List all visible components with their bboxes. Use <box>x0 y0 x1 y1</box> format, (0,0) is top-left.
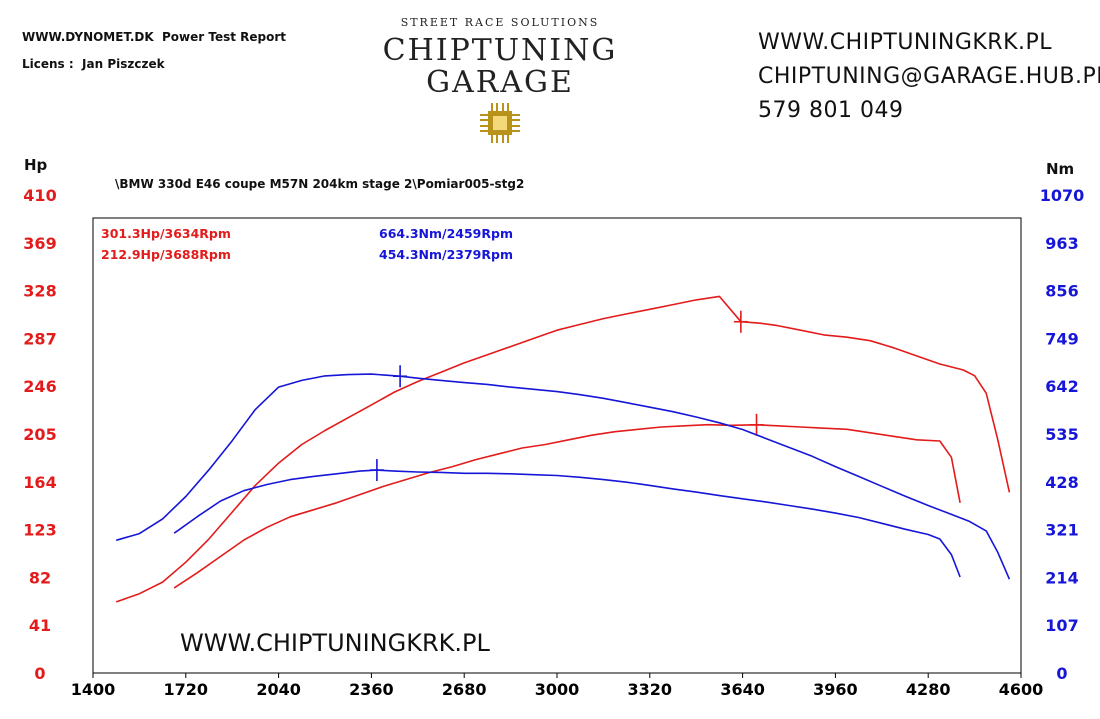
peak-power-stock: 212.9Hp/3688Rpm <box>101 247 231 262</box>
y-right-tick-label: 963 <box>1045 234 1078 253</box>
y-right-tick-label: 214 <box>1045 568 1078 587</box>
y-right-tick-label: 0 <box>1056 664 1067 683</box>
y-right-tick-label: 535 <box>1045 425 1078 444</box>
y-left-tick-label: 287 <box>23 329 56 348</box>
line-torque-stock <box>173 469 961 578</box>
series-layer <box>115 295 1011 603</box>
line-power-tuned <box>115 295 1011 603</box>
x-tick-label: 2680 <box>442 680 487 699</box>
y-right-tick-label: 856 <box>1045 282 1078 301</box>
x-tick-label: 3960 <box>813 680 858 699</box>
logo-line1: CHIPTUNING <box>382 33 618 68</box>
y-right-unit: Nm <box>1046 160 1075 178</box>
logo-tagline: STREET RACE SOLUTIONS <box>400 16 600 29</box>
x-tick-label: 3320 <box>628 680 673 699</box>
y-left-tick-label: 82 <box>29 568 51 587</box>
garage-logo: STREET RACE SOLUTIONS CHIPTUNING GARAGE <box>380 16 620 149</box>
peak-power-tuned: 301.3Hp/3634Rpm <box>101 226 231 241</box>
y-left-tick-label: 0 <box>34 664 45 683</box>
y-left-tick-label: 123 <box>23 521 56 540</box>
y-left-tick-label: 246 <box>23 377 56 396</box>
line-power-stock <box>173 423 961 589</box>
tick-layer: 1400 1720 2040 2360 2680 3000 3320 3640 3960 4280… <box>23 186 1084 699</box>
license-label: Licens : <box>22 57 74 71</box>
y-left-tick-label: 328 <box>23 282 56 301</box>
x-tick-label: 2360 <box>349 680 394 699</box>
y-left-tick-label: 369 <box>23 234 56 253</box>
y-right-tick-label: 321 <box>1045 521 1078 540</box>
contact-website: WWW.CHIPTUNINGKRK.PL <box>758 30 1053 55</box>
site-name: WWW.DYNOMET.DK <box>22 30 154 44</box>
plot-frame <box>92 217 1022 674</box>
contact-phone: 579 801 049 <box>758 98 904 123</box>
chip-icon <box>480 103 520 143</box>
x-tick-label: 4280 <box>906 680 951 699</box>
y-right-tick-label: 107 <box>1045 616 1078 635</box>
y-left-tick-label: 410 <box>23 186 56 205</box>
y-left-tick-label: 164 <box>23 473 56 492</box>
peak-torque-stock: 454.3Nm/2379Rpm <box>379 247 513 262</box>
chart-watermark: WWW.CHIPTUNINGKRK.PL <box>162 617 490 669</box>
x-tick-label: 1400 <box>71 680 116 699</box>
y-left-tick-label: 205 <box>23 425 56 444</box>
chart-title: \BMW 330d E46 coupe M57N 204km stage 2\P… <box>115 177 525 191</box>
y-left-tick-label: 41 <box>29 616 51 635</box>
report-title: Power Test Report <box>162 30 287 44</box>
x-tick-label: 3640 <box>720 680 765 699</box>
logo-line2: GARAGE <box>426 65 574 100</box>
y-right-tick-label: 1070 <box>1040 186 1085 205</box>
y-left-unit: Hp <box>24 156 48 174</box>
y-right-tick-label: 749 <box>1045 329 1078 348</box>
license-line: Licens : Jan Piszczek <box>22 57 165 71</box>
peak-torque-tuned: 664.3Nm/2459Rpm <box>379 226 513 241</box>
x-tick-label: 1720 <box>164 680 209 699</box>
x-tick-label: 4600 <box>999 680 1044 699</box>
x-tick-label: 3000 <box>535 680 580 699</box>
y-right-tick-label: 428 <box>1045 473 1078 492</box>
line-torque-tuned <box>115 373 1011 580</box>
contact-email: CHIPTUNING@GARAGE.HUB.PL <box>758 64 1100 89</box>
report-header: WWW.DYNOMET.DK Power Test Report <box>22 30 286 44</box>
license-name: Jan Piszczek <box>82 57 165 71</box>
x-tick-label: 2040 <box>256 680 301 699</box>
y-right-tick-label: 642 <box>1045 377 1078 396</box>
